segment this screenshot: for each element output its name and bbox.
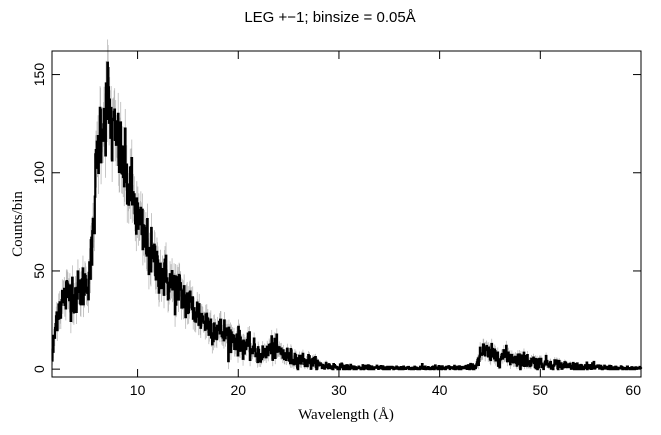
x-tick-label: 10 <box>130 382 146 398</box>
x-tick-label: 40 <box>432 382 448 398</box>
y-axis-label: Counts/bin <box>10 191 26 257</box>
chart-title: LEG +−1; binsize = 0.05Å <box>244 9 415 26</box>
spectrum-series <box>51 61 643 371</box>
plot-frame <box>51 50 642 378</box>
x-tick-label: 20 <box>230 382 246 398</box>
x-tick-label: 30 <box>331 382 347 398</box>
spectrum-line <box>51 61 643 371</box>
y-tick-label: 150 <box>31 63 47 87</box>
x-tick-label: 50 <box>533 382 549 398</box>
y-tick-label: 50 <box>31 263 47 279</box>
x-axis: 10 20 30 40 50 60 <box>130 51 642 398</box>
x-axis-label: Wavelength (Å) <box>298 407 394 423</box>
x-tick-label: 60 <box>625 382 641 398</box>
y-tick-label: 0 <box>31 365 47 373</box>
y-axis: 0 50 100 150 <box>31 63 641 373</box>
y-tick-label: 100 <box>31 161 47 185</box>
